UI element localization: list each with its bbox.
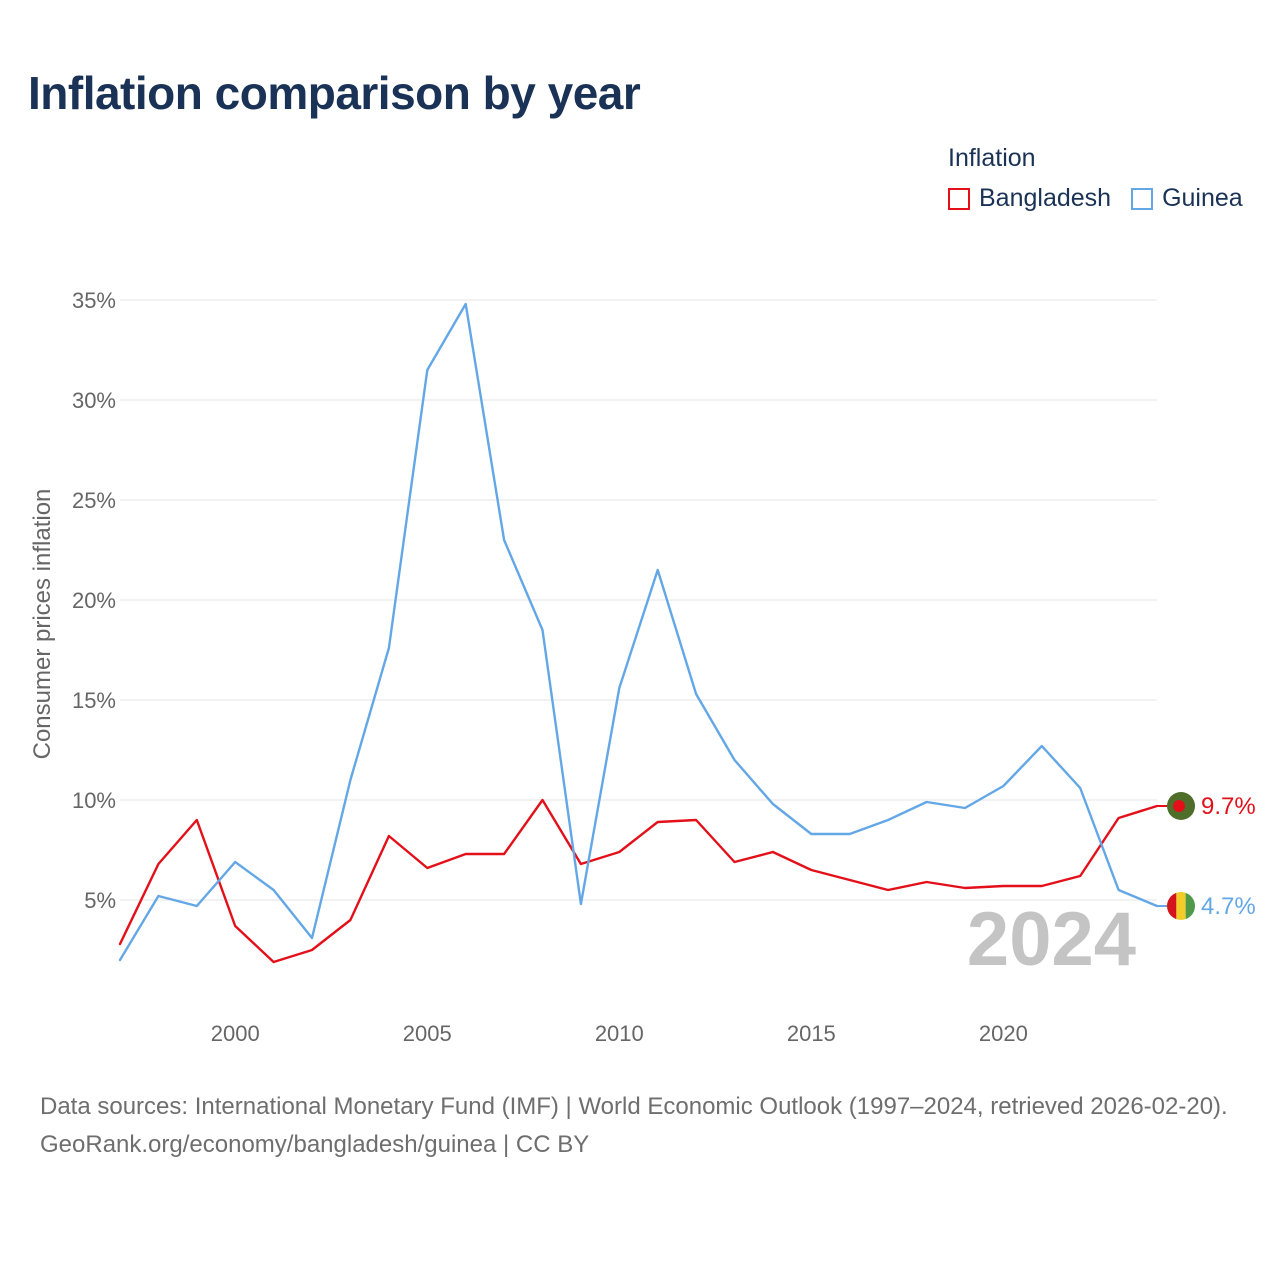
x-tick-label: 2015	[787, 1021, 836, 1046]
legend: Bangladesh Guinea	[948, 184, 1263, 213]
y-tick-label: 5%	[84, 888, 116, 913]
line-chart: 5% 10% 15% 20% 25% 30% 35% 2000 2005 2010 2015 202…	[29, 288, 1256, 1046]
y-tick-label: 10%	[72, 788, 116, 813]
guinea-flag-icon	[1167, 892, 1195, 920]
y-tick-label: 20%	[72, 588, 116, 613]
series-lines	[118, 302, 1167, 964]
grid-lines	[120, 299, 1157, 901]
y-tick-label: 25%	[72, 488, 116, 513]
legend-label-guinea: Guinea	[1162, 184, 1243, 212]
legend-item-guinea[interactable]: Guinea	[1131, 184, 1243, 213]
end-markers	[1167, 792, 1195, 920]
guinea-end-label: 4.7%	[1201, 893, 1256, 920]
year-watermark: 2024	[967, 897, 1136, 982]
source-note: Data sources: International Monetary Fun…	[40, 1088, 1250, 1164]
legend-swatch-guinea	[1131, 187, 1154, 210]
source-line-2: GeoRank.org/economy/bangladesh/guinea | …	[40, 1131, 590, 1158]
legend-item-bangladesh[interactable]: Bangladesh	[948, 184, 1111, 213]
series-line-guinea	[118, 302, 1159, 962]
x-tick-label: 2020	[979, 1021, 1028, 1046]
y-tick-label: 35%	[72, 288, 116, 313]
legend-swatch-bangladesh	[948, 187, 970, 210]
x-tick-label: 2010	[595, 1021, 644, 1046]
legend-title: Inflation	[948, 144, 1036, 172]
x-tick-label: 2000	[211, 1021, 260, 1046]
series-line-bangladesh	[118, 798, 1159, 964]
y-axis-label: Consumer prices inflation	[29, 489, 56, 760]
y-tick-label: 15%	[72, 688, 116, 713]
source-line-1: Data sources: International Monetary Fun…	[40, 1093, 1228, 1120]
legend-label-bangladesh: Bangladesh	[979, 184, 1112, 212]
x-tick-labels: 2000 2005 2010 2015 2020	[211, 1021, 1028, 1046]
y-tick-label: 30%	[72, 388, 116, 413]
y-tick-labels: 5% 10% 15% 20% 25% 30% 35%	[72, 288, 116, 913]
chart-title: Inflation comparison by year	[28, 67, 641, 119]
bangladesh-flag-icon	[1167, 792, 1195, 820]
x-tick-label: 2005	[403, 1021, 452, 1046]
bangladesh-end-label: 9.7%	[1201, 793, 1256, 820]
